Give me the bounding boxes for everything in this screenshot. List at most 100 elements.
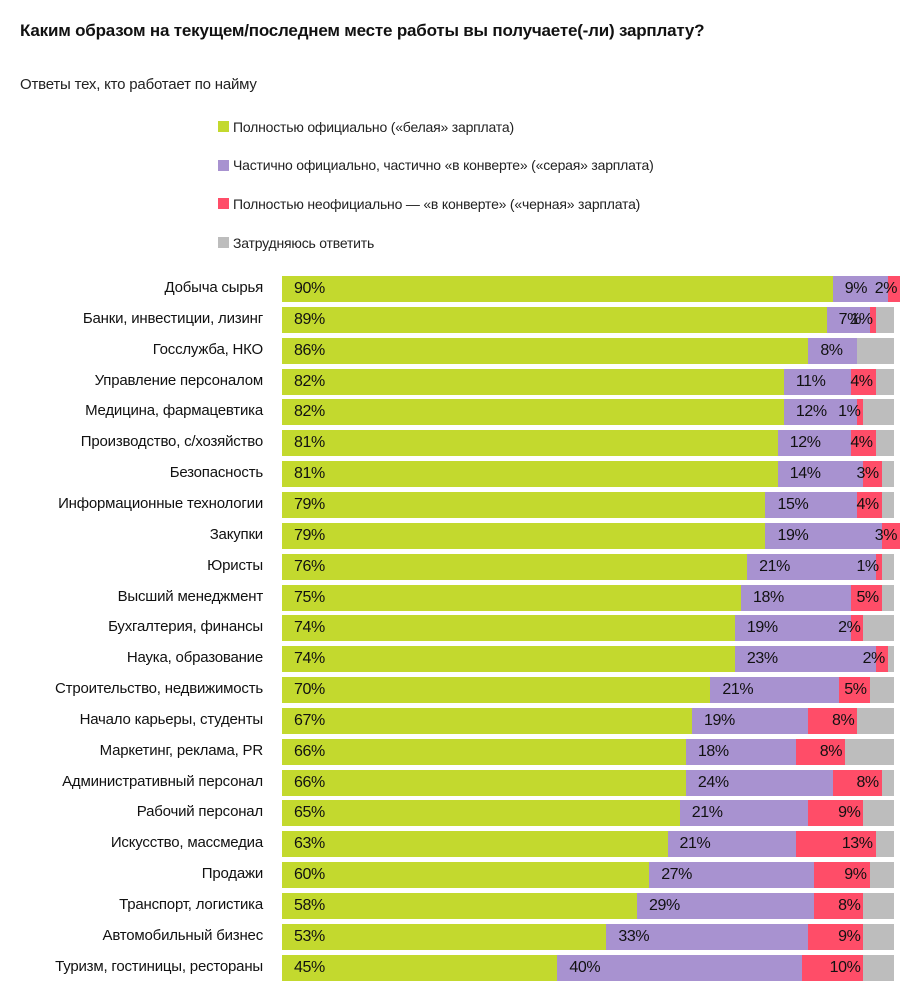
legend-item-white: Полностью официально («белая» зарплата) [218, 118, 654, 135]
data-label-white: 60% [294, 866, 325, 884]
bar-segment-gray-salary [832, 276, 888, 302]
bar-segment-gray-salary [557, 954, 803, 981]
data-label-gray-salary: 12% [789, 434, 821, 452]
bar-segment-white [282, 461, 778, 488]
bar-segment-gray-salary [783, 399, 858, 426]
category-label: Юристы [207, 556, 263, 574]
data-label-white: 58% [294, 897, 325, 914]
chart-subtitle: Ответы тех, кто работает по найму [20, 76, 257, 93]
data-label-black: 9% [838, 804, 861, 822]
bar-segment-black [851, 430, 876, 457]
data-label-white: 65% [294, 804, 325, 822]
data-label-gray-salary: 27% [661, 866, 693, 884]
category-label: Административный персонал [62, 772, 263, 790]
bar-segment-black [838, 677, 870, 704]
bar-segment-black [808, 923, 864, 950]
data-label-gray-salary: 14% [789, 465, 821, 483]
data-label-gray-salary: 11% [795, 372, 826, 390]
data-label-gray-salary: 8% [820, 341, 843, 359]
bar-segment-black [887, 276, 901, 302]
bar-segment-white [282, 337, 809, 364]
data-label-white: 79% [294, 495, 325, 513]
data-label-black: 5% [844, 681, 867, 699]
bar-segment-white [282, 276, 833, 302]
data-label-gray-salary: 33% [618, 927, 650, 945]
data-label-gray-salary: 19% [777, 526, 809, 544]
bar-segment-white [282, 800, 680, 827]
data-label-white: 76% [294, 557, 325, 575]
category-label: Банки, инвестиции, лизинг [82, 309, 263, 327]
data-label-gray-salary: 18% [753, 588, 784, 606]
data-label-black: 2% [874, 280, 898, 297]
legend-swatch-gray-salary [218, 159, 229, 171]
data-label-black: 1% [838, 403, 861, 421]
data-label-black: 8% [819, 742, 843, 760]
data-label-gray-salary: 19% [746, 619, 778, 637]
legend-swatch-white [218, 121, 229, 132]
bar-segment-white [282, 738, 686, 765]
bar-segment-unsure [881, 584, 894, 611]
legend-label-gray-salary: Частично официально, частично «в конверт… [233, 157, 654, 174]
data-label-black: 5% [856, 588, 879, 606]
bar-segment-white [282, 769, 686, 796]
bar-segment-gray-salary [734, 646, 876, 673]
data-label-white: 86% [294, 341, 325, 359]
data-label-black: 13% [841, 835, 873, 853]
bar-segment-gray-salary [606, 923, 809, 950]
data-label-white: 67% [294, 711, 325, 729]
bar-segment-unsure [875, 831, 894, 858]
legend-item-gray-salary: Частично официально, частично «в конверт… [218, 157, 654, 174]
category-label: Закупки [209, 525, 264, 543]
category-label: Высший менеджмент [117, 587, 264, 605]
bar-segment-gray-salary [765, 522, 882, 549]
bar-segment-black [796, 738, 846, 765]
data-label-white: 79% [294, 526, 325, 544]
bar-segment-black [875, 553, 882, 580]
data-label-black: 4% [856, 495, 879, 513]
bar-segment-unsure [881, 491, 894, 518]
data-label-white: 70% [294, 681, 325, 699]
bar-segment-unsure [881, 769, 894, 796]
data-label-gray-salary: 29% [648, 897, 680, 914]
bar-segment-unsure [857, 337, 894, 364]
data-label-gray-salary: 9% [844, 280, 868, 297]
bar-segment-black [875, 646, 888, 673]
data-label-black: 4% [850, 434, 873, 452]
data-label-gray-salary: 24% [697, 773, 729, 791]
data-label-gray-salary: 21% [759, 557, 790, 575]
data-label-black: 8% [831, 711, 855, 729]
data-label-black: 8% [838, 897, 861, 914]
data-label-white: 74% [294, 619, 325, 637]
legend-item-unsure: Затрудняюсь ответить [218, 234, 654, 251]
bar-segment-unsure [863, 800, 894, 827]
legend-swatch-black [218, 198, 229, 210]
data-label-white: 63% [294, 835, 325, 853]
legend-label-unsure: Затрудняюсь ответить [233, 234, 375, 251]
bar-segment-unsure [881, 553, 894, 580]
legend-swatch-unsure [218, 237, 229, 249]
data-label-white: 90% [294, 280, 325, 297]
bar-segment-gray-salary [685, 738, 797, 765]
bar-segment-white [282, 368, 784, 395]
category-label: Безопасность [169, 464, 263, 482]
data-label-gray-salary: 21% [679, 835, 711, 853]
bar-segment-gray-salary [649, 862, 815, 889]
legend-item-black: Полностью неофициально — «в конверте» («… [218, 195, 654, 212]
legend-label-black: Полностью неофициально — «в конверте» («… [233, 195, 641, 212]
bar-segment-white [282, 646, 735, 673]
data-label-gray-salary: 19% [704, 711, 735, 729]
bar-segment-black [814, 862, 870, 889]
bar-segment-black [857, 399, 864, 426]
data-label-black: 9% [838, 927, 861, 945]
bar-segment-unsure [869, 862, 894, 889]
bar-segment-gray-salary [777, 430, 852, 457]
data-label-black: 3% [874, 526, 898, 544]
data-label-black: 1% [856, 557, 879, 575]
bar-segment-white [282, 430, 778, 457]
category-label: Наука, образование [126, 649, 263, 667]
category-label: Туризм, гостиницы, рестораны [55, 957, 263, 975]
bar-segment-unsure [875, 368, 894, 395]
bar-segment-gray-salary [783, 368, 852, 395]
bar-segment-black [869, 306, 876, 333]
bar-segment-unsure [863, 923, 894, 950]
